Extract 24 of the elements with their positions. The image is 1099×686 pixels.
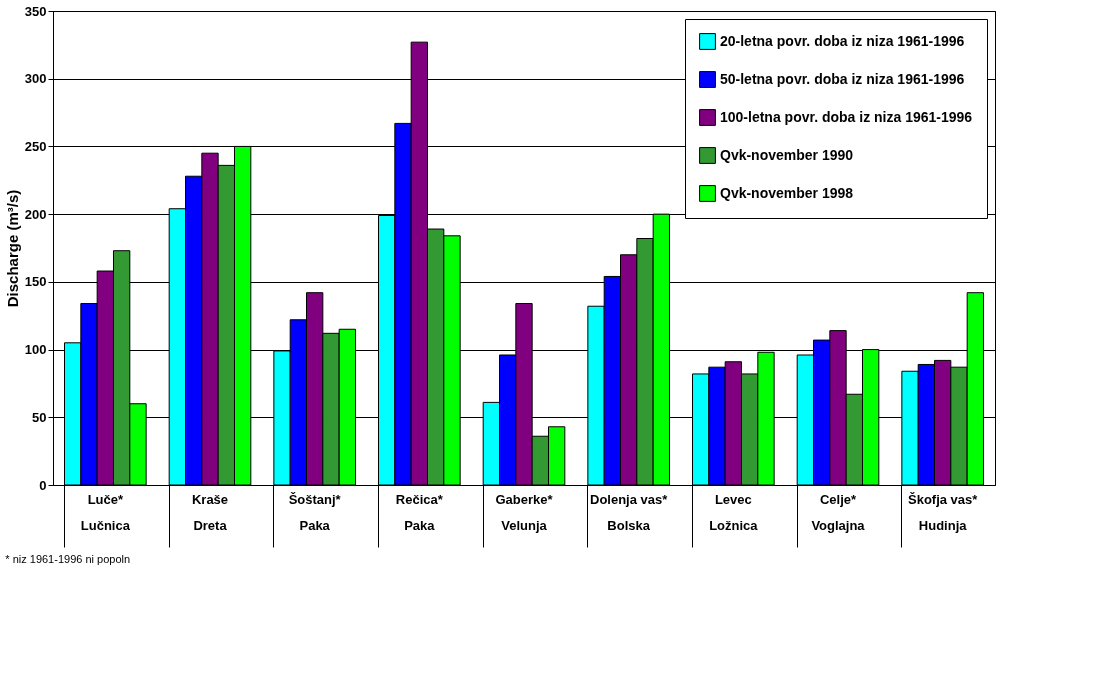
y-tick-label: 150 [24, 274, 47, 290]
y-tick-label: 350 [24, 3, 47, 19]
y-tick-label: 0 [39, 477, 47, 493]
y-tick-label: 50 [32, 409, 47, 425]
legend-label: 100-letna povr. doba iz niza 1961-1996 [720, 108, 973, 125]
x-tick-label: Škofja vas* Hudinja [907, 491, 979, 533]
x-tick-label: Dolenja vas* Bolska [590, 491, 669, 533]
legend-label: 50-letna povr. doba iz niza 1961-1996 [720, 70, 965, 87]
legend-label: Qvk-november 1998 [720, 184, 854, 201]
y-tick-label: 100 [24, 342, 47, 358]
y-tick-label: 300 [24, 71, 47, 87]
legend-label: Qvk-november 1990 [720, 146, 854, 163]
x-tick-label: Gaberke* Velunja [495, 491, 554, 533]
x-tick-label: Rečica* Paka [395, 491, 444, 533]
y-axis-title: Discharge (m³/s) [3, 189, 21, 308]
x-tick-label: Luče* Lučnica [80, 491, 131, 533]
text: * niz 1961-1996 ni popoln [5, 552, 131, 565]
legend-label: 20-letna povr. doba iz niza 1961-1996 [720, 32, 965, 49]
x-tick-label: Šoštanj* Paka [288, 491, 342, 533]
x-tick-label: Kraše Dreta [191, 491, 229, 533]
y-tick-label: 250 [24, 138, 47, 154]
x-tick-label: Levec Ložnica [709, 491, 759, 533]
y-tick-label: 200 [24, 206, 47, 222]
x-tick-label: Celje* Voglajna [811, 491, 866, 533]
